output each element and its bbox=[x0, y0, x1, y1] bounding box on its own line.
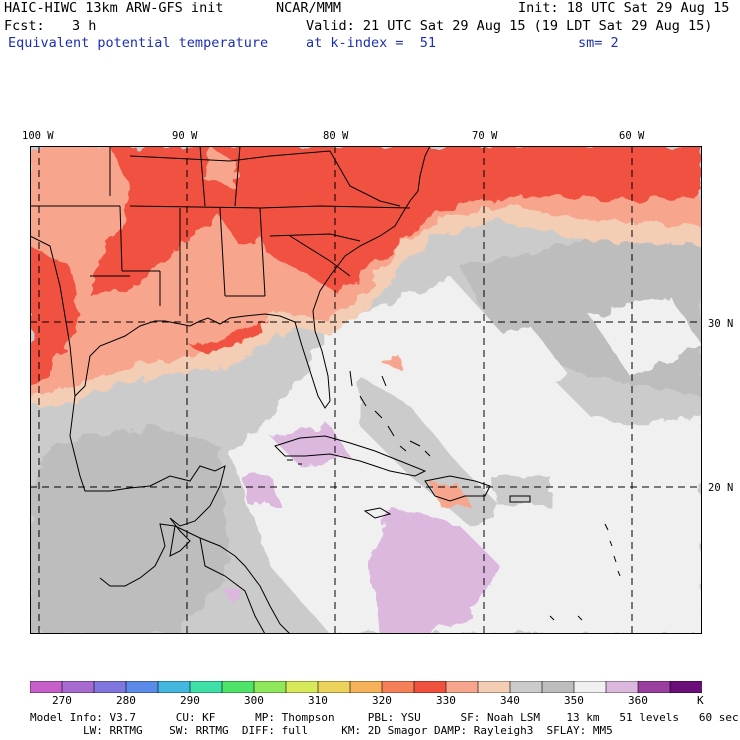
forecast-hour: 3 h bbox=[72, 18, 97, 34]
colorbar-swatch bbox=[413, 681, 447, 693]
colorbar-swatch bbox=[30, 681, 63, 693]
light-ocean-region bbox=[230, 276, 702, 634]
red-band bbox=[190, 321, 270, 356]
colorbar-tick-label: 300 bbox=[244, 694, 264, 707]
colorbar-swatch bbox=[669, 681, 702, 693]
colorbar bbox=[30, 681, 702, 693]
model-info-line-2: LW: RRTMG SW: RRTMG DIFF: full KM: 2D Sm… bbox=[30, 724, 613, 737]
colorbar-swatch bbox=[157, 681, 191, 693]
colorbar-swatch bbox=[61, 681, 95, 693]
lon-label-90w: 90 W bbox=[172, 130, 198, 142]
colorbar-swatch bbox=[253, 681, 287, 693]
colorbar-swatch bbox=[381, 681, 415, 693]
bahamas-islands bbox=[349, 370, 431, 457]
red-region bbox=[30, 146, 702, 386]
mexico-coast bbox=[69, 395, 226, 587]
model-info-line-1: Model Info: V3.7 CU: KF MP: Thompson PBL… bbox=[30, 711, 739, 724]
smoothing-label: sm= 2 bbox=[578, 35, 619, 51]
colorbar-unit: K bbox=[697, 694, 704, 707]
init-time: Init: 18 UTC Sat 29 Aug 15 bbox=[518, 0, 730, 16]
colorbar-swatch bbox=[573, 681, 607, 693]
hispaniola-coast bbox=[424, 475, 491, 502]
gray-region bbox=[30, 206, 702, 634]
jamaica-coast bbox=[363, 507, 392, 519]
colorbar-swatch bbox=[477, 681, 511, 693]
colorbar-swatch bbox=[317, 681, 351, 693]
puerto-rico-coast bbox=[509, 495, 531, 503]
lat-label-20n: 20 N bbox=[708, 482, 734, 494]
valid-time: Valid: 21 UTC Sat 29 Aug 15 (19 LDT Sat … bbox=[306, 18, 713, 34]
gray-streak bbox=[360, 376, 550, 586]
colorbar-swatch bbox=[125, 681, 159, 693]
colorbar-swatch bbox=[637, 681, 671, 693]
colorbar-tick-label: 270 bbox=[52, 694, 72, 707]
lon-label-100w: 100 W bbox=[22, 130, 54, 142]
colorbar-tick-label: 290 bbox=[180, 694, 200, 707]
lesser-antilles bbox=[549, 523, 621, 621]
colorbar-tick-label: 360 bbox=[628, 694, 648, 707]
us-state-borders bbox=[30, 146, 411, 316]
lavender-region bbox=[220, 426, 500, 634]
colorbar-swatch bbox=[189, 681, 223, 693]
colorbar-swatch bbox=[285, 681, 319, 693]
map-frame bbox=[30, 146, 702, 634]
level-label: at k-index = 51 bbox=[306, 35, 437, 51]
forecast-label: Fcst: bbox=[4, 18, 45, 34]
lon-label-60w: 60 W bbox=[619, 130, 645, 142]
theta-e-map bbox=[30, 146, 702, 634]
central-america-coast bbox=[174, 525, 291, 634]
colorbar-tick-label: 330 bbox=[436, 694, 456, 707]
light-patch bbox=[460, 296, 702, 396]
field-name: Equivalent potential temperature bbox=[8, 35, 269, 51]
colorbar-tick-label: 350 bbox=[564, 694, 584, 707]
salmon-patch bbox=[380, 356, 470, 506]
colorbar-tick-label: 340 bbox=[500, 694, 520, 707]
colorbar-swatch bbox=[349, 681, 383, 693]
colorbar-swatch bbox=[221, 681, 255, 693]
lat-label-30n: 30 N bbox=[708, 318, 734, 330]
cayman-islands bbox=[287, 459, 302, 465]
colorbar-swatch bbox=[541, 681, 575, 693]
lon-label-70w: 70 W bbox=[472, 130, 498, 142]
model-title: HAIC-HIWC 13km ARW-GFS init bbox=[4, 0, 224, 16]
colorbar-swatch bbox=[509, 681, 543, 693]
colorbar-tick-label: 320 bbox=[372, 694, 392, 707]
lon-label-80w: 80 W bbox=[323, 130, 349, 142]
colorbar-tick-label: 280 bbox=[116, 694, 136, 707]
organization-label: NCAR/MMM bbox=[276, 0, 342, 16]
colorbar-tick-label: 310 bbox=[308, 694, 328, 707]
colorbar-swatch bbox=[605, 681, 639, 693]
colorbar-swatch bbox=[93, 681, 127, 693]
cuba-coast bbox=[274, 435, 427, 477]
colorbar-swatch bbox=[445, 681, 479, 693]
